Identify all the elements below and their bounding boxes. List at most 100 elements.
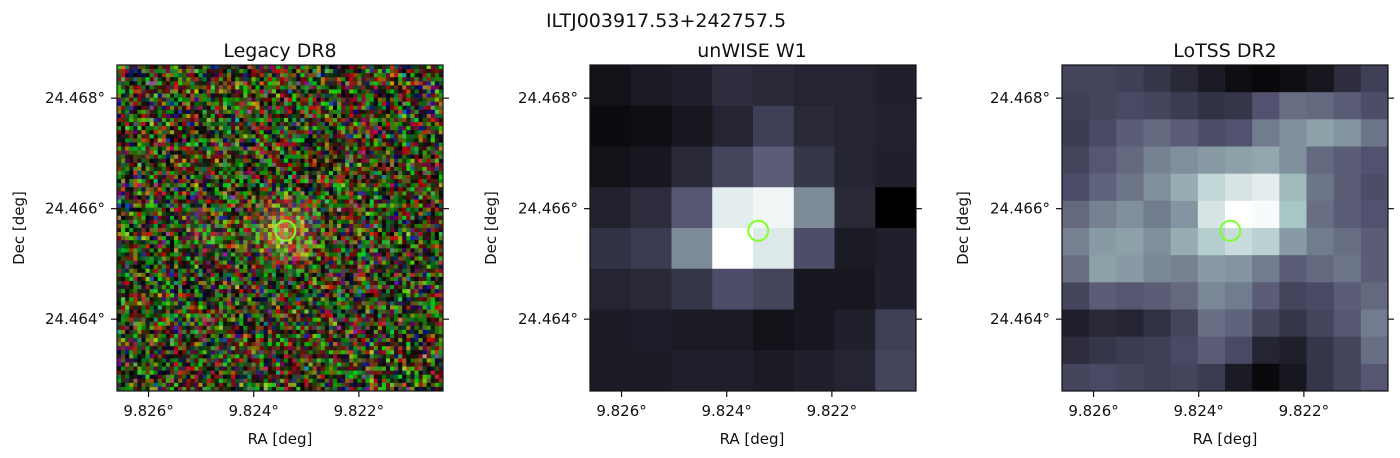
image-pixel	[202, 134, 207, 139]
image-pixel	[369, 69, 375, 74]
image-pixel	[161, 73, 167, 78]
image-pixel	[259, 232, 265, 237]
image-pixel	[414, 81, 419, 86]
image-pixel	[157, 65, 163, 70]
image-pixel	[308, 109, 313, 115]
image-pixel	[255, 215, 260, 221]
image-pixel	[369, 142, 375, 147]
image-pixel	[182, 293, 187, 298]
image-pixel	[125, 122, 130, 127]
image-pixel	[332, 130, 338, 135]
image-pixel	[161, 65, 167, 70]
image-pixel	[300, 305, 305, 310]
image-pixel	[218, 183, 224, 188]
image-pixel	[231, 89, 236, 94]
image-pixel	[194, 85, 199, 90]
image-pixel	[365, 69, 370, 74]
image-pixel	[145, 130, 150, 135]
image-pixel	[157, 309, 163, 314]
image-pixel	[218, 289, 224, 294]
image-pixel	[182, 150, 187, 155]
image-pixel	[430, 89, 436, 94]
image-pixel	[227, 272, 232, 278]
image-pixel	[341, 191, 346, 196]
image-pixel	[275, 248, 281, 253]
image-pixel	[304, 191, 309, 196]
image-pixel	[304, 268, 309, 274]
image-pixel	[206, 317, 212, 323]
image-pixel	[153, 69, 159, 74]
image-pixel	[284, 236, 289, 241]
image-pixel	[406, 248, 411, 253]
image-pixel	[243, 264, 248, 270]
image-pixel	[341, 219, 346, 225]
image-pixel	[353, 280, 358, 286]
image-pixel	[214, 187, 220, 192]
image-pixel	[308, 134, 313, 139]
image-pixel	[129, 195, 134, 200]
image-pixel	[243, 199, 248, 204]
image-pixel	[296, 183, 301, 188]
image-pixel	[345, 256, 350, 261]
image-pixel	[288, 272, 293, 278]
image-pixel	[288, 309, 293, 314]
image-pixel	[438, 293, 444, 298]
image-pixel	[406, 252, 411, 257]
image-pixel	[235, 138, 240, 143]
image-pixel	[169, 256, 175, 261]
image-pixel	[235, 215, 240, 221]
image-pixel	[341, 252, 346, 257]
image-pixel	[210, 134, 216, 139]
image-pixel	[174, 309, 179, 314]
image-pixel	[255, 244, 260, 249]
image-pixel	[345, 162, 350, 168]
image-pixel	[296, 101, 301, 107]
image-pixel	[214, 65, 220, 70]
image-pixel	[385, 187, 391, 192]
image-pixel	[141, 268, 146, 274]
image-pixel	[271, 109, 277, 115]
image-pixel	[133, 187, 138, 192]
image-pixel	[406, 240, 411, 245]
image-pixel	[117, 146, 122, 151]
image-pixel	[434, 150, 440, 155]
image-pixel	[308, 256, 313, 261]
image-pixel	[141, 81, 146, 86]
image-pixel	[430, 158, 436, 164]
image-pixel	[227, 93, 232, 98]
image-pixel	[410, 248, 415, 253]
image-pixel	[381, 117, 387, 123]
image-pixel	[259, 105, 265, 111]
image-pixel	[153, 301, 159, 306]
image-pixel	[145, 268, 150, 274]
image-pixel	[227, 293, 232, 298]
image-pixel	[222, 264, 228, 270]
image-pixel	[434, 236, 440, 241]
image-pixel	[125, 272, 130, 278]
image-pixel	[247, 150, 252, 155]
image-pixel	[377, 240, 383, 245]
image-pixel	[394, 240, 399, 245]
image-pixel	[239, 297, 244, 302]
image-pixel	[341, 142, 346, 147]
image-pixel	[292, 260, 297, 265]
image-pixel	[369, 179, 375, 184]
image-pixel	[275, 158, 281, 164]
image-pixel	[198, 313, 203, 318]
image-pixel	[341, 65, 346, 70]
image-pixel	[259, 223, 265, 229]
image-pixel	[125, 317, 130, 323]
image-pixel	[390, 69, 395, 74]
image-pixel	[390, 93, 395, 98]
image-pixel	[182, 146, 187, 151]
image-pixel	[385, 179, 391, 184]
image-pixel	[410, 65, 415, 70]
image-pixel	[263, 175, 269, 180]
image-pixel	[349, 268, 354, 274]
image-pixel	[284, 101, 289, 107]
image-pixel	[190, 101, 195, 107]
image-pixel	[251, 191, 256, 196]
image-pixel	[174, 289, 179, 294]
image-pixel	[153, 272, 159, 278]
image-pixel	[153, 240, 159, 245]
